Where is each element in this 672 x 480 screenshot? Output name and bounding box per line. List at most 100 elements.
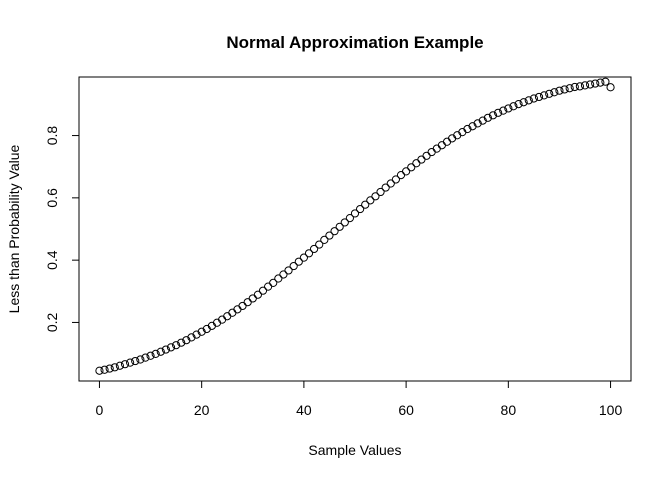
data-point — [146, 351, 155, 360]
data-point — [386, 179, 395, 188]
data-point — [427, 147, 436, 157]
data-point — [284, 266, 293, 275]
data-point — [391, 175, 400, 184]
data-point — [310, 244, 319, 254]
data-point — [565, 84, 574, 93]
data-point — [606, 83, 615, 92]
data-point — [294, 257, 303, 266]
data-point — [504, 104, 513, 113]
data-point — [115, 361, 124, 370]
data-point — [131, 356, 140, 366]
data-point — [192, 330, 201, 339]
y-tick-label: 0.2 — [44, 313, 60, 333]
data-point — [299, 253, 308, 262]
data-point — [601, 77, 610, 86]
data-point — [591, 79, 600, 88]
y-tick-label: 0.6 — [44, 188, 60, 208]
y-axis: 0.2 0.4 0.6 0.8 — [44, 126, 80, 333]
data-point — [335, 222, 344, 231]
data-point — [529, 94, 538, 103]
data-point — [550, 88, 559, 97]
data-point — [258, 286, 268, 295]
data-point — [279, 270, 288, 279]
data-point — [248, 294, 257, 303]
data-point — [396, 171, 406, 180]
data-point — [126, 358, 135, 367]
data-point — [407, 163, 416, 172]
data-point — [499, 106, 508, 115]
data-point — [325, 231, 334, 240]
x-tick-label: 40 — [296, 402, 312, 418]
data-point — [432, 144, 441, 153]
data-point — [315, 240, 324, 249]
data-point — [442, 137, 452, 146]
x-axis-label: Sample Values — [308, 442, 401, 458]
data-point — [320, 235, 329, 245]
data-point — [197, 327, 206, 336]
data-point — [417, 155, 426, 164]
x-axis: 0 20 40 60 80 100 — [96, 380, 623, 418]
data-point — [304, 249, 314, 258]
data-point — [381, 183, 390, 192]
data-point — [136, 355, 145, 364]
data-point — [402, 167, 411, 176]
plot-frame — [78, 76, 632, 382]
y-tick-label: 0.8 — [44, 126, 60, 146]
data-point — [223, 312, 232, 321]
data-point — [376, 187, 385, 197]
data-point — [570, 82, 579, 92]
data-point — [422, 151, 431, 160]
data-point — [238, 301, 247, 311]
data-point — [560, 85, 569, 94]
data-point — [545, 89, 554, 98]
data-point — [524, 96, 533, 105]
chart-title: Normal Approximation Example — [226, 33, 483, 52]
data-point — [488, 111, 498, 120]
data-point — [274, 274, 283, 283]
data-point — [534, 92, 544, 102]
data-point — [540, 91, 549, 100]
data-point — [228, 308, 237, 317]
data-point — [371, 192, 380, 201]
data-point — [586, 80, 595, 89]
data-point — [494, 108, 503, 117]
data-point — [555, 86, 564, 95]
data-point — [350, 209, 360, 218]
data-point — [514, 99, 523, 109]
data-point — [361, 200, 370, 209]
data-point — [483, 113, 492, 122]
data-point — [473, 119, 482, 128]
data-point — [161, 345, 170, 354]
data-point — [105, 364, 114, 373]
data-point — [269, 278, 278, 287]
data-points — [95, 77, 615, 375]
data-point — [141, 353, 150, 362]
data-point — [120, 360, 130, 369]
data-point — [478, 116, 487, 125]
x-tick-label: 0 — [96, 402, 104, 418]
y-axis-label: Less than Probability Value — [6, 144, 22, 313]
data-point — [412, 159, 421, 168]
data-point — [253, 290, 262, 299]
data-point — [172, 341, 181, 350]
x-tick-label: 20 — [194, 402, 210, 418]
data-point — [264, 282, 273, 291]
data-point — [243, 298, 252, 307]
data-point — [519, 98, 528, 107]
y-tick-label: 0.4 — [44, 250, 60, 270]
data-point — [95, 366, 104, 375]
data-point — [330, 227, 339, 236]
data-point — [233, 305, 242, 314]
data-point — [509, 102, 518, 111]
data-point — [366, 196, 375, 205]
x-tick-label: 100 — [599, 402, 623, 418]
data-point — [187, 333, 196, 342]
data-point — [289, 261, 298, 271]
data-point — [182, 336, 191, 345]
data-point — [468, 122, 477, 131]
data-point — [110, 363, 119, 372]
x-tick-label: 60 — [398, 402, 414, 418]
data-point — [345, 213, 354, 223]
